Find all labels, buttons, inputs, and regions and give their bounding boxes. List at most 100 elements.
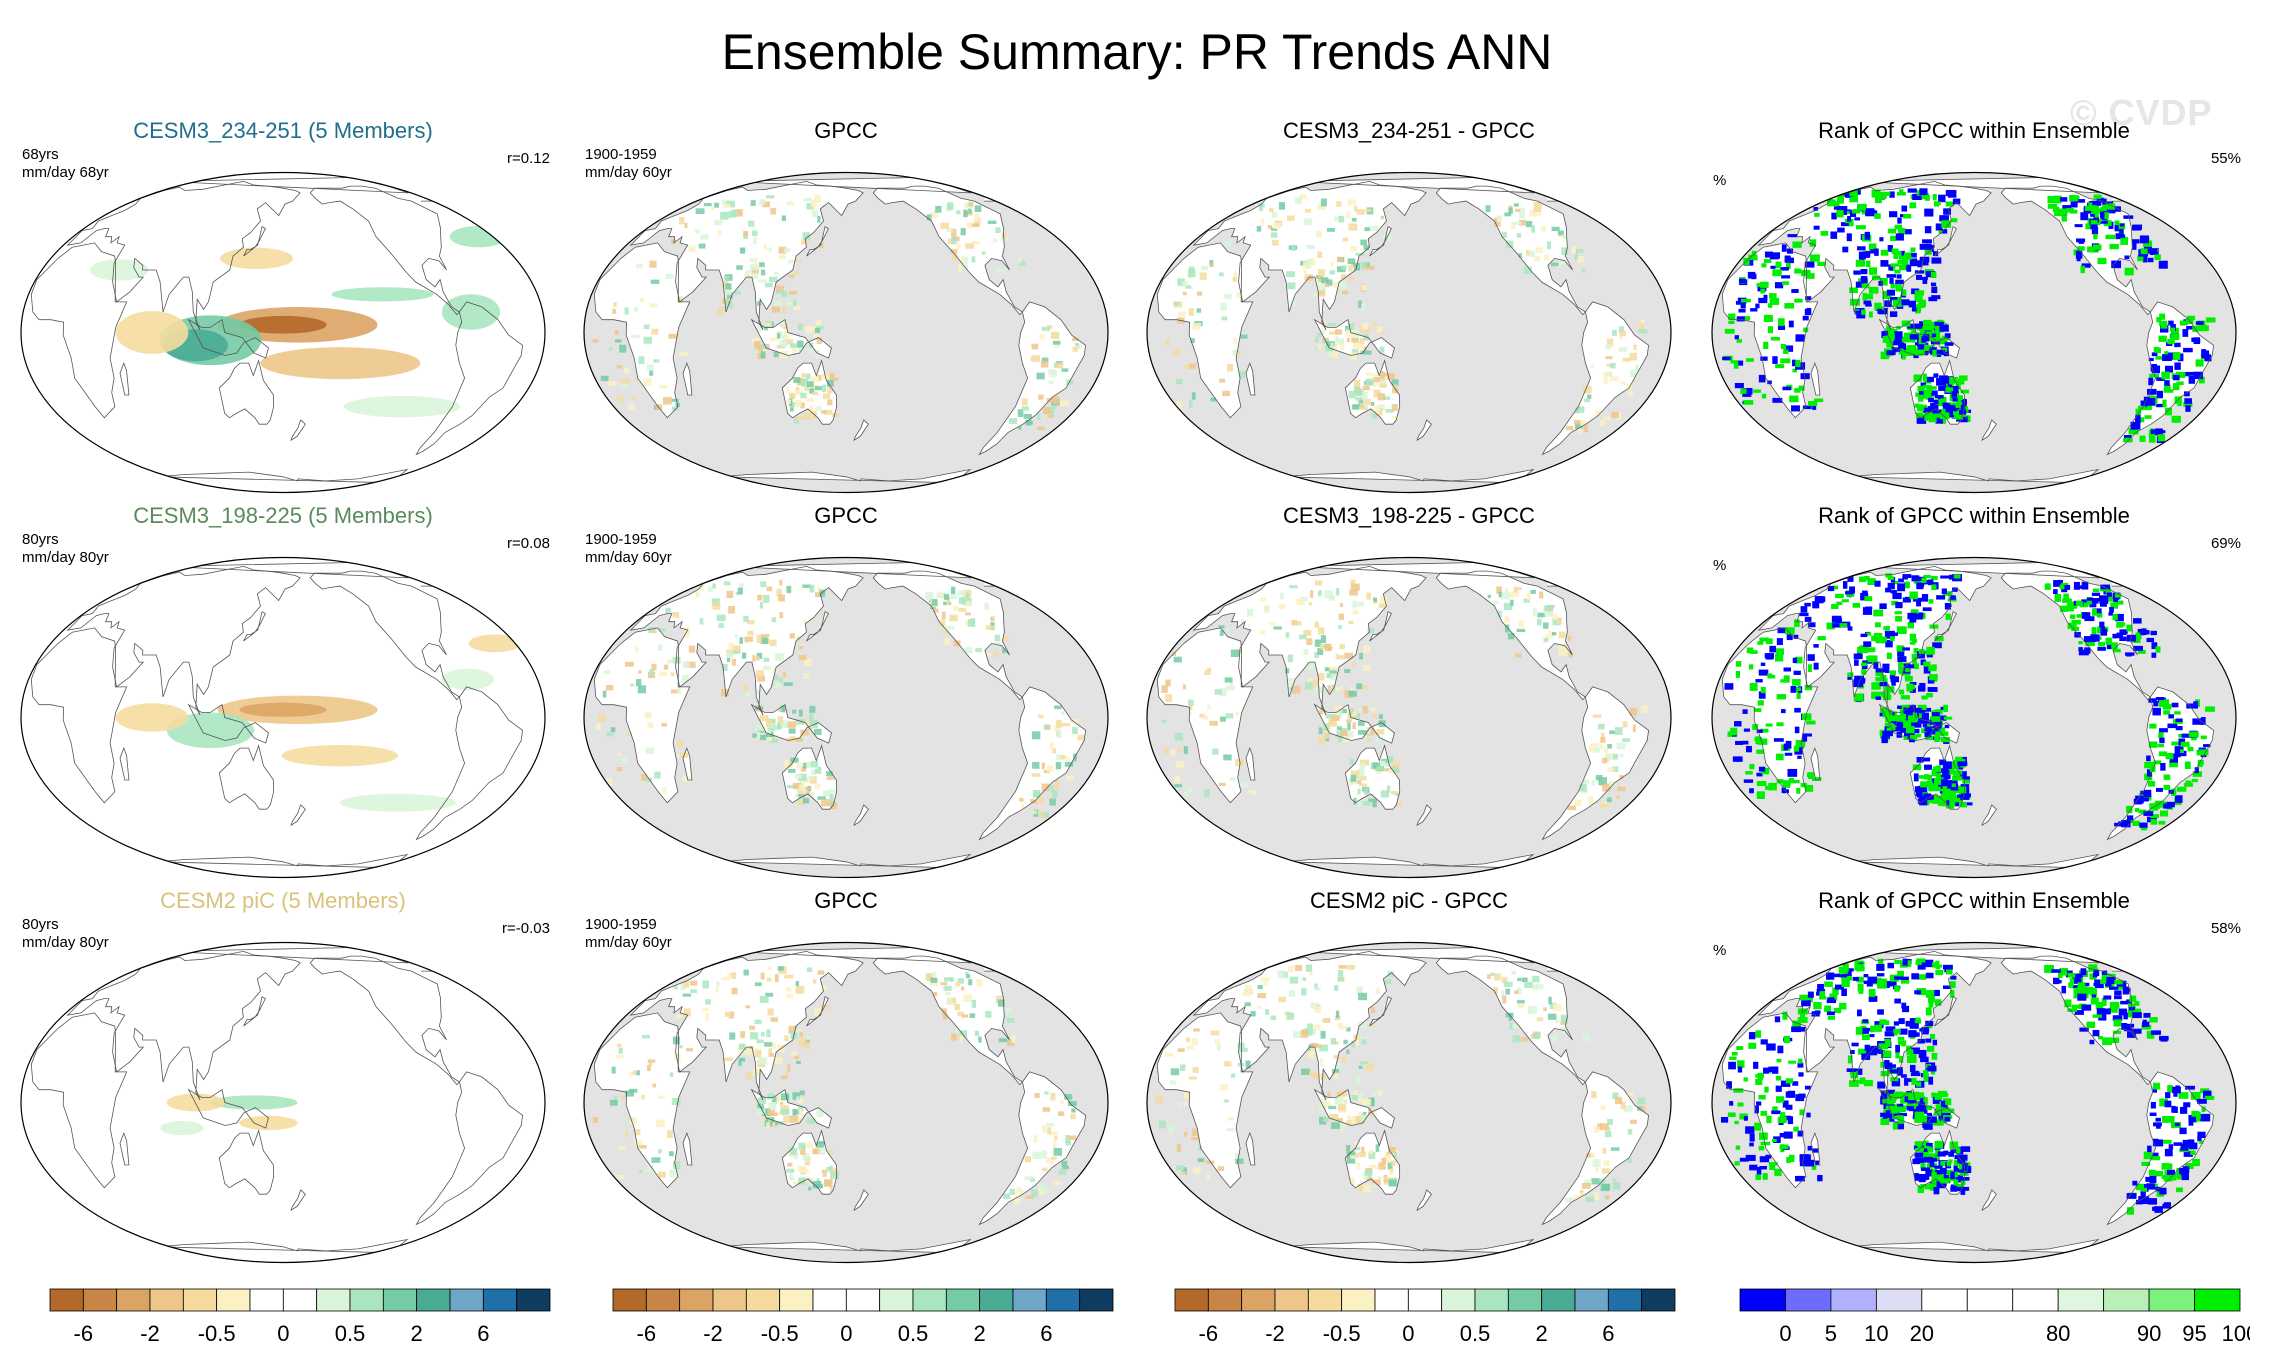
trend-cell (1192, 1066, 1199, 1073)
trend-cell (803, 1169, 809, 1174)
rank-cell (2165, 753, 2174, 760)
trend-cell (1594, 1192, 1600, 1200)
rank-cell (1875, 668, 1886, 673)
panel-diff-row3: CESM2 piC - GPCC (1128, 888, 1690, 1273)
rank-cell (1756, 749, 1765, 754)
rank-cell (1904, 229, 1912, 235)
rank-cell (1958, 375, 1968, 381)
rank-cell (2062, 598, 2072, 603)
trend-cell (1219, 630, 1224, 637)
trend-cell (795, 259, 802, 263)
rank-cell (1745, 771, 1753, 775)
colorbar-tick-label: 0.5 (898, 1321, 929, 1346)
rank-cell (1745, 1126, 1755, 1134)
rank-cell (2158, 260, 2168, 269)
rank-cell (1857, 203, 1867, 211)
rank-cell (1826, 999, 1837, 1004)
trend-cell (1629, 1119, 1637, 1124)
rank-cell (1918, 785, 1928, 794)
trend-anomaly (281, 744, 399, 767)
trend-cell (1372, 1183, 1378, 1188)
rank-cell (1912, 193, 1922, 200)
rank-cell (1935, 969, 1944, 976)
rank-cell (2119, 636, 2127, 642)
rank-cell (2200, 735, 2207, 740)
rank-cell (1953, 395, 1964, 401)
trend-cell (1387, 1161, 1393, 1170)
rank-cell (1866, 208, 1875, 215)
trend-cell (1336, 730, 1344, 738)
trend-cell (1206, 667, 1212, 671)
trend-cell (1368, 327, 1372, 333)
trend-cell (1603, 747, 1608, 754)
trend-cell (1344, 669, 1351, 674)
rank-cell (1951, 776, 1962, 781)
colorbar-swatch (316, 1288, 351, 1312)
rank-cell (1847, 215, 1852, 222)
trend-cell (1605, 1195, 1610, 1199)
trend-cell (592, 339, 599, 343)
land-madagascar (1811, 363, 1820, 395)
trend-cell (648, 627, 657, 633)
coastline-indonesia (750, 703, 832, 744)
rank-cell (1909, 1064, 1916, 1073)
trend-cell (743, 969, 749, 976)
coastline-namerica (1435, 570, 1587, 701)
rank-cell (1902, 576, 1908, 580)
rank-cell (2085, 640, 2095, 647)
trend-cell (1332, 281, 1342, 288)
land-japan (1934, 996, 1957, 1027)
rank-cell (2173, 383, 2180, 391)
trend-cell (627, 732, 632, 736)
rank-cell (2172, 352, 2181, 360)
rank-cell (1870, 1025, 1875, 1033)
rank-cell (1774, 282, 1784, 289)
rank-cell (2131, 239, 2140, 244)
trend-cell (624, 661, 634, 667)
trend-cell (1011, 1034, 1016, 1043)
rank-cell (1904, 252, 1912, 258)
rank-cell (2139, 435, 2146, 442)
trend-cell (1329, 719, 1334, 725)
rank-cell (1932, 349, 1937, 357)
trend-cell (798, 793, 805, 798)
rank-cell (1913, 374, 1922, 382)
rank-cell (2139, 235, 2149, 244)
rank-cell (1913, 612, 1923, 620)
trend-cell (766, 586, 773, 592)
rank-cell (1804, 1085, 1811, 1090)
rank-cell (1896, 719, 1902, 727)
rank-cell (1780, 343, 1787, 350)
rank-cell (1918, 974, 1927, 980)
rank-cell (1797, 1017, 1808, 1023)
rank-cell (1929, 1185, 1937, 1191)
trend-cell (1349, 1177, 1355, 1185)
trend-cell (1347, 964, 1356, 970)
trend-cell (1521, 977, 1528, 983)
trend-cell (1507, 632, 1515, 640)
rank-cell (1894, 976, 1904, 980)
trend-cell (1165, 338, 1170, 346)
trend-cell (1329, 1114, 1339, 1121)
trend-cell (1226, 1128, 1235, 1132)
rank-cell (1846, 233, 1852, 242)
rank-cell (1736, 316, 1745, 322)
rank-cell (1771, 1110, 1781, 1115)
trend-cell (1492, 600, 1499, 605)
rank-cell (2158, 732, 2164, 739)
rank-cell (2094, 214, 2099, 218)
trend-cell (1278, 996, 1286, 1003)
rank-cell (2163, 710, 2171, 715)
rank-cell (1927, 1168, 1938, 1173)
rank-cell (1912, 597, 1923, 602)
trend-cell (1239, 781, 1249, 788)
rank-cell (2147, 388, 2157, 395)
rank-cell (2119, 228, 2124, 233)
colorbar-swatch (2012, 1288, 2059, 1312)
rank-cell (1923, 344, 1930, 350)
rank-cell (1939, 759, 1947, 766)
colorbar-tick-label: -6 (1199, 1321, 1219, 1346)
trend-cell (940, 982, 948, 986)
land-africa (594, 627, 690, 803)
rank-cell (1775, 261, 1782, 269)
